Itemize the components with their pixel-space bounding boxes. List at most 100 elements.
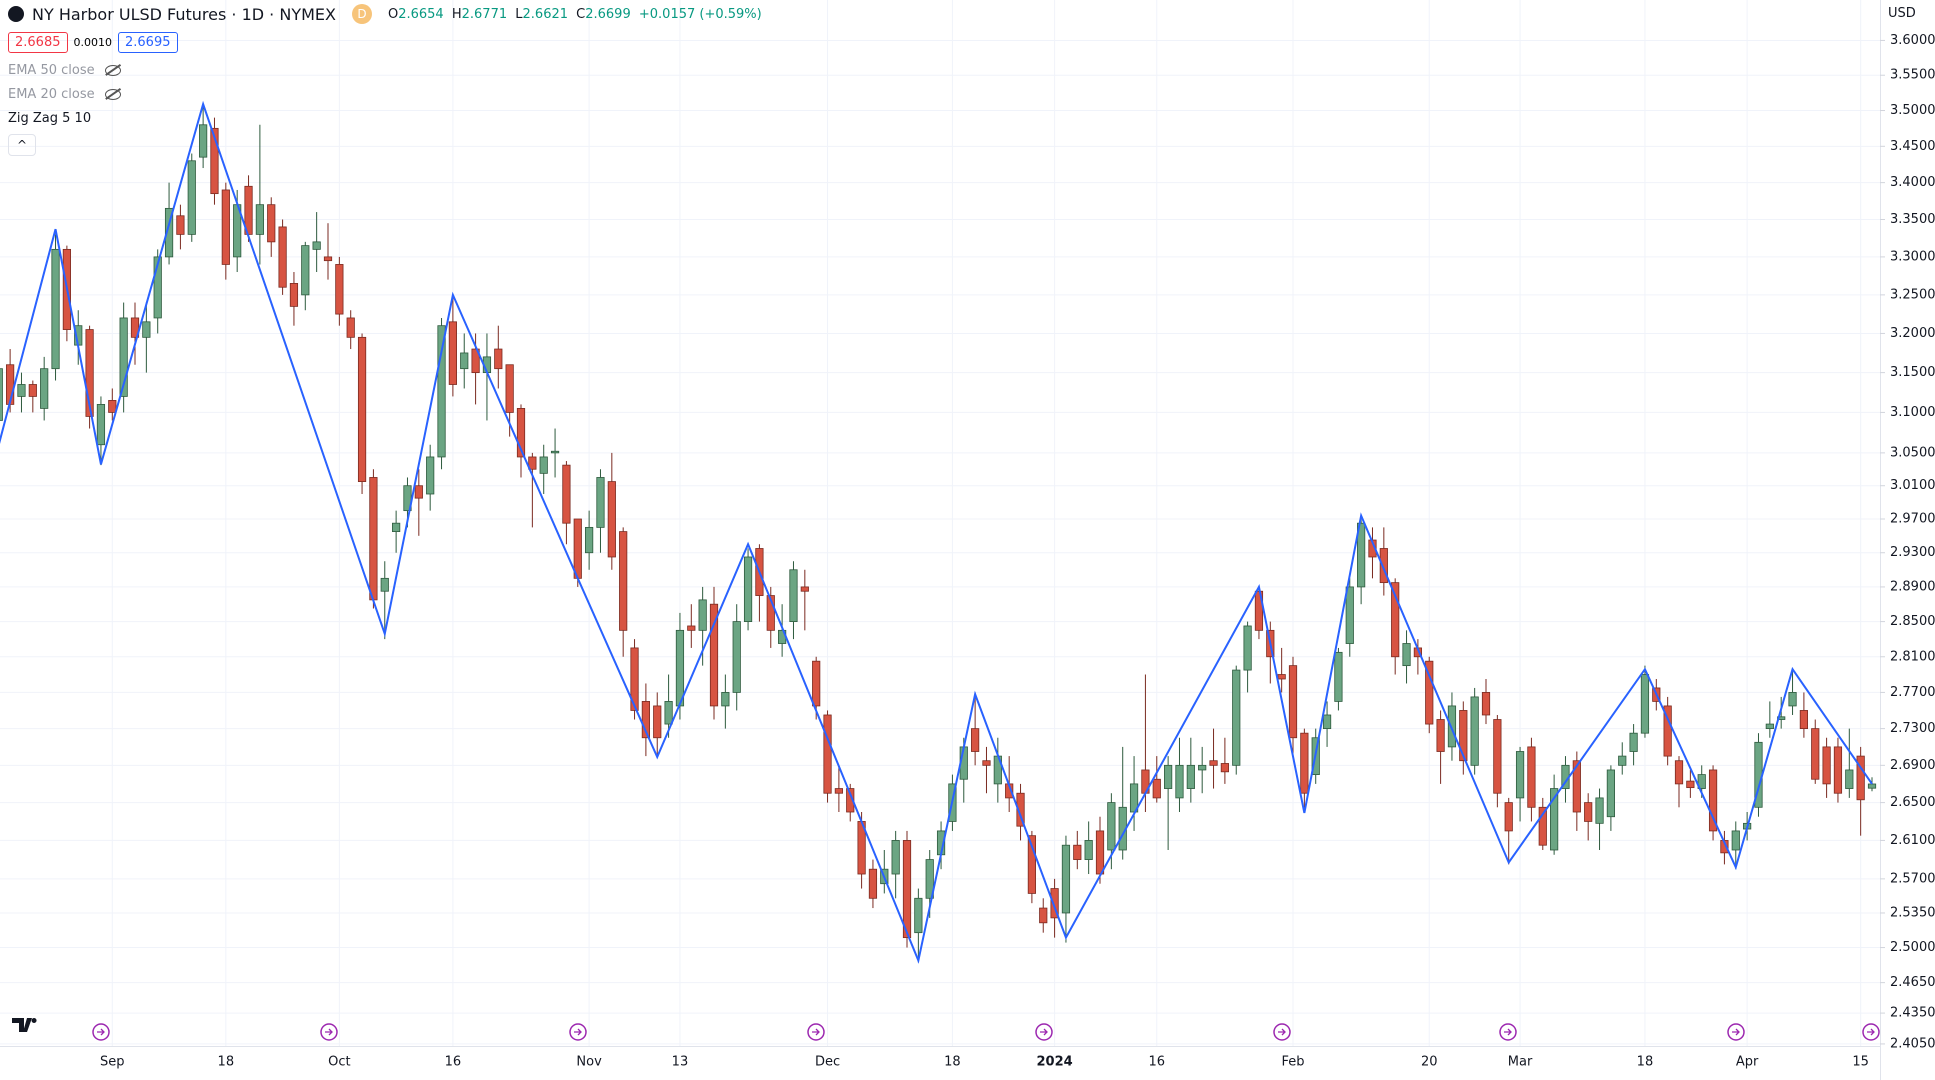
candle-body (1073, 844, 1082, 860)
candle-body (630, 647, 639, 711)
candle-body (1288, 665, 1298, 739)
tv-logo (12, 1018, 37, 1032)
y-tick-label: 2.6100 (1890, 833, 1935, 848)
candle-body (1095, 830, 1105, 875)
y-tick-label: 3.2000 (1890, 326, 1935, 341)
symbol-icon (8, 6, 24, 22)
bid-price[interactable]: 2.6685 (8, 32, 68, 53)
candle-body (664, 701, 673, 725)
candle-body (1027, 835, 1036, 894)
candle-body (164, 207, 174, 258)
candle-body (539, 456, 548, 474)
candle-body (1550, 788, 1559, 851)
indicator-legend[interactable]: EMA 20 close (8, 87, 121, 102)
candle-body (187, 160, 196, 235)
y-tick-label: 3.4500 (1890, 139, 1935, 154)
candle-body (1425, 660, 1434, 725)
candle-body (312, 241, 321, 250)
event-arrow (574, 1028, 582, 1036)
candle-body (743, 556, 753, 622)
change: +0.0157 (+0.59%) (638, 6, 762, 22)
ohlc: O2.6654 H2.6771 L2.6621 C2.6699 +0.0157 … (388, 7, 766, 22)
candle-body (812, 660, 821, 707)
candle-body (607, 481, 616, 558)
y-tick-label: 3.1000 (1890, 405, 1935, 420)
candle-body (142, 321, 151, 338)
candle-body (1618, 755, 1627, 766)
candle-body (323, 256, 333, 262)
ohlc-label: C (576, 6, 586, 22)
ohlc-label: O (387, 6, 399, 22)
candle-body (1822, 746, 1831, 785)
candle-body (573, 518, 582, 579)
indicator-name: EMA 20 close (8, 87, 95, 102)
candle-body (1334, 651, 1343, 702)
x-tick-label: Feb (1281, 1055, 1304, 1070)
candle-body (1232, 669, 1241, 766)
candle-body (255, 204, 264, 235)
candle-body (0, 368, 3, 421)
event-arrow (325, 1028, 333, 1036)
candle-body (846, 788, 855, 813)
y-tick-label: 2.6900 (1890, 758, 1935, 773)
candle-body (1674, 760, 1684, 785)
candle-body (585, 526, 594, 554)
candle-body (1765, 723, 1774, 730)
candle-body (1175, 764, 1184, 799)
candle-body (1697, 774, 1706, 789)
candle-body (698, 599, 707, 631)
candle-body (1357, 522, 1366, 588)
candle-body (267, 204, 276, 243)
candle-body (1084, 840, 1093, 860)
candle-body (709, 603, 719, 707)
y-tick-label: 3.2500 (1890, 287, 1935, 302)
candle-body (1379, 548, 1388, 584)
y-tick-label: 2.4350 (1890, 1006, 1935, 1021)
candle-body (369, 477, 378, 601)
collapse-button[interactable]: ^ (8, 134, 36, 156)
symbol-title[interactable]: NY Harbor ULSD Futures · 1D · NYMEX (32, 4, 336, 24)
x-tick-label: 13 (672, 1055, 689, 1070)
candle-body (1061, 844, 1071, 914)
y-tick-label: 3.5500 (1890, 68, 1935, 83)
candle-body (1833, 746, 1843, 794)
y-tick-label: 2.5350 (1890, 905, 1935, 920)
y-tick-label: 3.5000 (1890, 103, 1935, 118)
y-tick-label: 2.5700 (1890, 871, 1935, 886)
candle-body (619, 531, 628, 631)
indicator-legend[interactable]: EMA 50 close (8, 63, 121, 78)
candle-body (891, 840, 900, 875)
x-tick-label: 18 (1637, 1055, 1654, 1070)
candle-body (1584, 802, 1593, 822)
candle-body (1686, 780, 1695, 789)
candle-body (1152, 778, 1161, 799)
y-tick-label: 2.8900 (1890, 579, 1935, 594)
indicator-name: EMA 50 close (8, 63, 95, 78)
ask-price[interactable]: 2.6695 (118, 32, 178, 53)
hidden-icon[interactable] (104, 65, 121, 76)
ohlc-value: 2.6621 (522, 6, 569, 22)
candle-body (448, 321, 457, 385)
candle-body (437, 325, 446, 458)
candle-body (494, 348, 503, 370)
y-tick-label: 3.0500 (1890, 445, 1935, 460)
candle-body (1708, 769, 1718, 832)
candle-body (1050, 888, 1059, 919)
x-tick-label: 18 (218, 1055, 235, 1070)
currency[interactable]: USD (1888, 6, 1916, 21)
candle-body (1277, 674, 1286, 680)
candle-body (40, 368, 49, 409)
hidden-icon[interactable] (104, 89, 121, 100)
candle-body (1606, 769, 1615, 818)
indicator-legend[interactable]: Zig Zag 5 10 (8, 111, 91, 126)
candle-body (346, 317, 355, 338)
y-tick-label: 2.4650 (1890, 975, 1935, 990)
legend-entry: Zig Zag 5 10 (8, 111, 92, 126)
candle-body (732, 621, 741, 693)
candle-body (562, 464, 571, 524)
candle-body (528, 456, 537, 470)
quote-row: 2.6685 0.0010 2.6695 (8, 32, 178, 53)
event-arrow (1504, 1028, 1512, 1036)
candle-body (1039, 907, 1048, 924)
y-tick-label: 2.4050 (1890, 1036, 1935, 1051)
